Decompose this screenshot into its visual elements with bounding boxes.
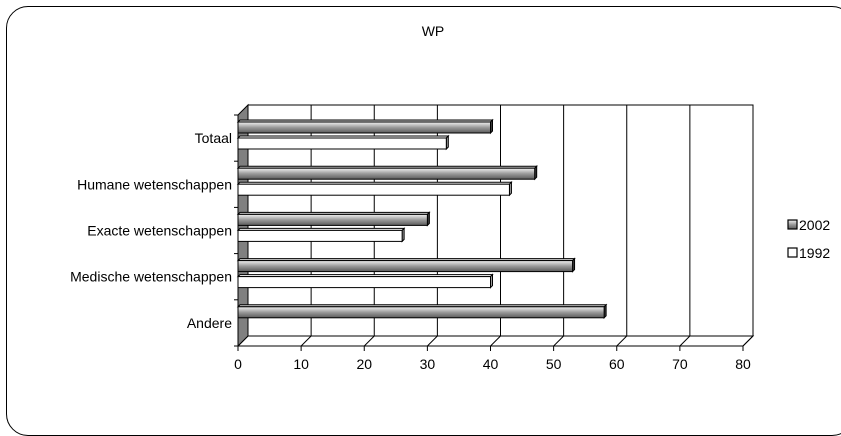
chart: WP Totaal Humane wetenschappen Exacte wete… xyxy=(70,23,830,372)
x-tick-label: 60 xyxy=(609,356,625,372)
floor-gridline xyxy=(427,335,438,347)
x-tick-label: 0 xyxy=(234,356,242,372)
y-tick-label: Totaal xyxy=(195,130,232,146)
legend-label-1992: 1992 xyxy=(799,245,830,261)
x-tick-label: 50 xyxy=(546,356,562,372)
legend-label-2002: 2002 xyxy=(799,217,830,233)
y-tick-label: Andere xyxy=(187,315,232,331)
x-tick-label: 40 xyxy=(483,356,499,372)
floor-gridline xyxy=(363,335,375,347)
bar-2002-1 xyxy=(236,164,538,181)
x-tick-label: 70 xyxy=(672,356,688,372)
bar-1992-1 xyxy=(236,180,513,197)
y-tick-label: Medische wetenschappen xyxy=(70,269,232,285)
y-tick-label: Humane wetenschappen xyxy=(77,176,232,192)
bar-1992-0 xyxy=(236,134,450,151)
floor-gridline xyxy=(490,335,501,347)
x-tick-label: 30 xyxy=(420,356,436,372)
bar-1992-2 xyxy=(236,227,406,243)
bar-1992-3 xyxy=(236,273,494,289)
floor-gridline xyxy=(679,335,691,347)
x-tick-label: 80 xyxy=(735,356,751,372)
x-tick-label: 10 xyxy=(293,356,309,372)
floor-gridline xyxy=(553,335,564,347)
value-axis: 0 10 20 30 40 50 60 70 80 xyxy=(234,346,751,372)
floor-gridline xyxy=(300,335,312,347)
legend: 2002 1992 xyxy=(787,217,830,261)
chart-title: WP xyxy=(422,23,445,39)
bar-2002-0 xyxy=(236,118,494,135)
bars xyxy=(236,118,608,320)
category-axis: Totaal Humane wetenschappen Exacte wetensc… xyxy=(70,114,238,347)
floor-gridline xyxy=(616,335,628,347)
bar-2002-4 xyxy=(236,303,608,320)
legend-swatch-1992 xyxy=(787,247,798,258)
bar-2002-3 xyxy=(236,257,576,273)
floor-gridline xyxy=(742,335,754,347)
y-tick-label: Exacte wetenschappen xyxy=(87,223,232,239)
x-tick-label: 20 xyxy=(356,356,372,372)
bar-2002-2 xyxy=(236,211,431,227)
legend-swatch-2002 xyxy=(787,219,798,230)
